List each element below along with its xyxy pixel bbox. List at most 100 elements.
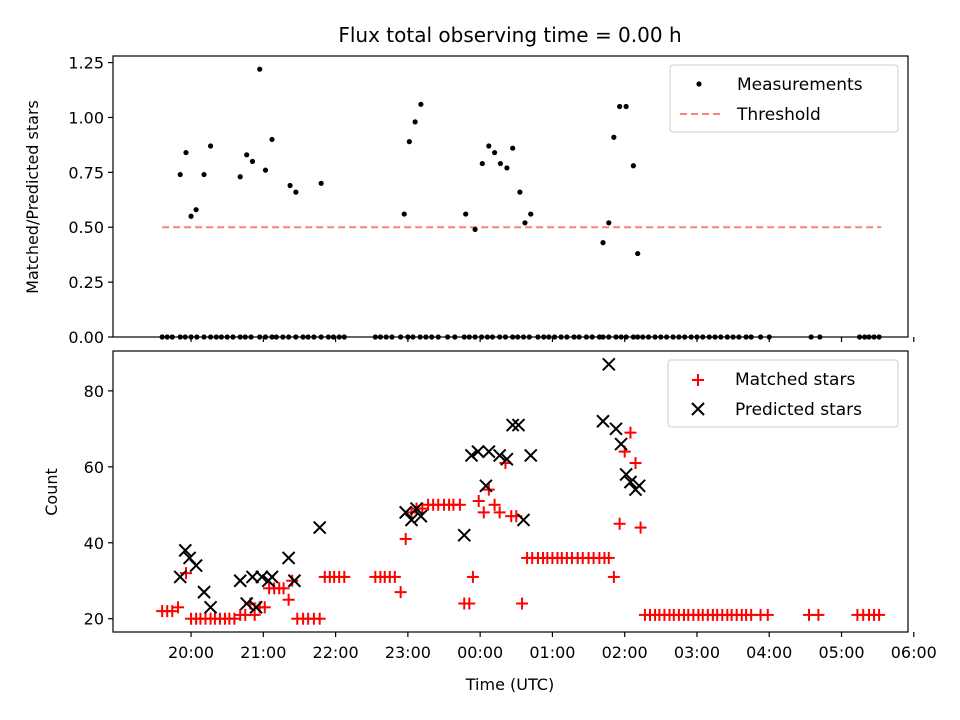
predicted-point	[464, 448, 479, 463]
measurement-point	[623, 103, 629, 110]
measurement-point	[269, 136, 275, 143]
measurement-point	[611, 134, 617, 140]
measurement-point	[412, 119, 418, 125]
predicted-point	[479, 479, 493, 493]
predicted-point	[178, 543, 192, 558]
top-panel: 0.00 0.25 0.50 0.75 1.00 1.25 Matched/Predict…	[23, 54, 915, 347]
bottom-x-tick-label: 23:00	[385, 643, 431, 662]
measurement-point	[522, 220, 528, 226]
bottom-legend: Matched stars Predicted stars	[667, 359, 899, 428]
predicted-point	[524, 448, 538, 463]
predicted-point	[255, 570, 269, 584]
legend-predicted-marker	[691, 402, 705, 416]
matched-point	[258, 601, 271, 614]
measurement-point	[244, 152, 250, 158]
matched-points	[156, 426, 886, 625]
measurement-point	[528, 211, 534, 217]
measurement-point	[177, 171, 183, 178]
matched-point	[873, 608, 886, 621]
matched-point	[388, 570, 401, 583]
matched-point	[466, 570, 479, 583]
predicted-point	[511, 418, 526, 432]
matched-point	[282, 593, 295, 606]
matched-point	[277, 582, 290, 595]
bottom-y-tick-label: 60	[84, 458, 104, 477]
measurement-point	[504, 165, 510, 171]
top-y-tick-label: 0.25	[68, 273, 104, 292]
predicted-point	[457, 528, 471, 542]
top-y-ticks: 0.00 0.25 0.50 0.75 1.00 1.25	[68, 54, 113, 347]
predicted-point	[471, 444, 485, 459]
bottom-x-tick-label: 04:00	[746, 643, 792, 662]
predicted-point	[619, 467, 633, 482]
measurement-point	[262, 167, 269, 173]
matched-point	[453, 498, 466, 511]
bottom-x-ticks: 20:00 21:00 22:00 23:00 00:00 01:00 02:00 03:00…	[168, 632, 937, 662]
measurement-point	[183, 149, 189, 156]
measurement-point	[318, 180, 324, 186]
top-y-tick-label: 1.00	[68, 108, 104, 127]
predicted-point	[414, 509, 428, 523]
bottom-y-tick-label: 80	[84, 382, 104, 401]
predicted-point	[492, 448, 507, 463]
matched-point	[248, 608, 261, 621]
bottom-x-tick-label: 21:00	[240, 643, 286, 662]
predicted-point	[287, 574, 302, 588]
measurement-point	[510, 145, 516, 151]
predicted-point	[602, 357, 616, 371]
top-axes-frame	[112, 55, 909, 338]
matched-point	[394, 586, 407, 599]
x-axis-label: Time (UTC)	[465, 675, 554, 694]
matched-point	[286, 574, 299, 587]
bottom-y-tick-label: 20	[84, 610, 104, 629]
bottom-axes-frame	[112, 350, 909, 633]
measurement-point	[617, 103, 623, 110]
bottom-y-tick-label: 40	[84, 534, 104, 553]
matched-point	[607, 570, 620, 583]
bottom-x-tick-label: 02:00	[602, 643, 648, 662]
measurement-point	[418, 101, 424, 107]
measurement-point	[201, 171, 207, 178]
predicted-point	[632, 479, 646, 493]
matched-point	[472, 494, 485, 507]
measurement-point	[635, 250, 641, 257]
matched-point	[463, 597, 476, 610]
predicted-point	[623, 475, 638, 489]
predicted-point	[516, 513, 531, 527]
measurement-point	[249, 158, 256, 164]
measurement-point	[406, 139, 412, 145]
predicted-point	[233, 574, 247, 588]
bottom-panel: 20 40 60 80 20:00 21:00 22:00 23:00 00:00 01:00 0…	[42, 350, 937, 694]
measurement-point	[497, 160, 503, 167]
matched-point	[399, 532, 412, 545]
measurement-point	[630, 163, 636, 169]
legend-measurements-label: Measurements	[737, 75, 863, 95]
matched-point	[624, 426, 637, 439]
matched-point	[613, 517, 626, 530]
predicted-point	[239, 596, 254, 611]
matched-point	[179, 567, 192, 580]
predicted-point	[203, 600, 218, 615]
top-y-axis-label: Matched/Predicted stars	[23, 100, 42, 294]
bottom-x-tick-label: 22:00	[313, 643, 359, 662]
predicted-point	[409, 501, 424, 516]
predicted-point	[505, 418, 520, 432]
measurement-point	[257, 66, 263, 72]
matched-point	[516, 597, 529, 610]
measurement-point	[486, 143, 492, 149]
measurement-point	[472, 226, 478, 233]
top-y-tick-label: 0.00	[68, 328, 104, 347]
matched-point	[812, 608, 825, 621]
bottom-x-tick-label: 00:00	[457, 643, 503, 662]
matched-point	[629, 457, 642, 470]
bottom-legend-box	[667, 359, 899, 428]
matched-point	[172, 601, 185, 614]
predicted-point	[398, 505, 413, 520]
measurement-point	[479, 160, 485, 167]
measurement-point	[463, 211, 469, 217]
matched-point	[761, 608, 774, 621]
matched-point	[493, 506, 506, 519]
bottom-y-axis-label: Count	[42, 468, 61, 516]
predicted-point	[614, 437, 628, 451]
